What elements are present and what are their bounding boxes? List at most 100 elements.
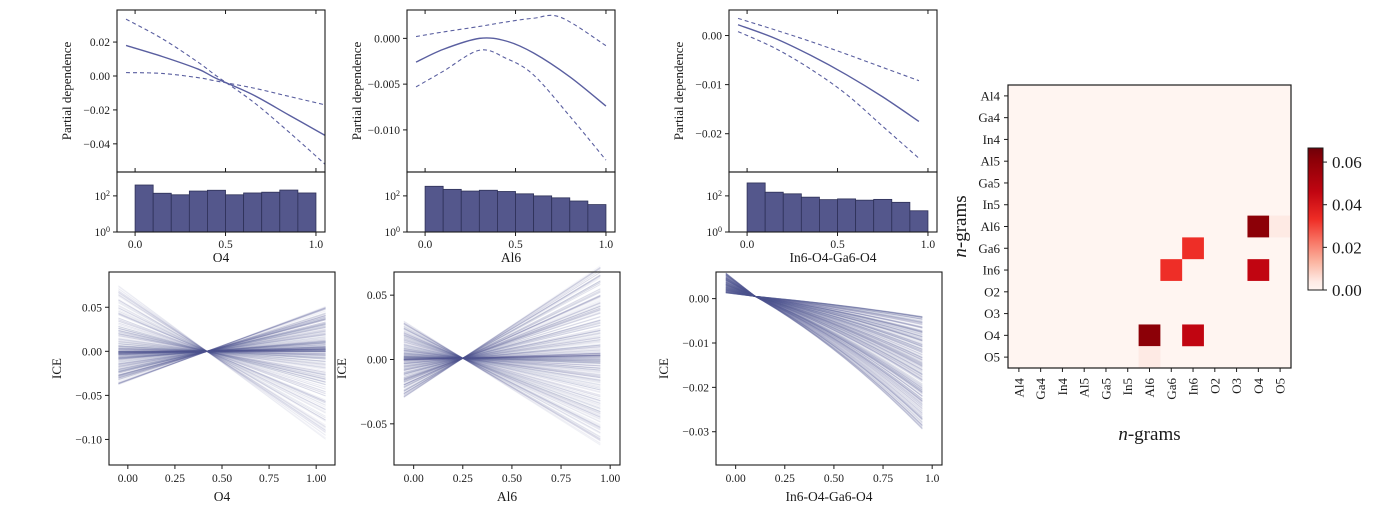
ice-line	[725, 276, 923, 406]
ice-line	[725, 276, 923, 410]
ice-line	[403, 312, 601, 379]
x-tick-label: 0.0	[740, 239, 755, 251]
ice-line	[118, 348, 326, 356]
ice-line	[725, 286, 923, 353]
ice-line	[118, 322, 326, 374]
ice-line	[118, 348, 326, 354]
ice-line	[118, 348, 326, 354]
pdp-spines	[116, 9, 326, 173]
ice-line	[725, 292, 923, 318]
ice-line	[403, 333, 601, 415]
ice-line	[403, 352, 601, 371]
ice-line	[118, 345, 326, 359]
ice-line	[403, 336, 601, 409]
heatmap-cell	[1138, 324, 1161, 347]
ice-line	[403, 340, 601, 367]
ice-line	[403, 320, 601, 375]
x-tick-label: 0.5	[508, 239, 523, 251]
ice-line	[403, 352, 601, 361]
ice-line	[725, 289, 923, 331]
x-tick-label: 0.75	[259, 473, 279, 485]
ice-line	[118, 330, 326, 380]
ice-line	[403, 320, 601, 446]
ice-line	[118, 348, 326, 355]
ice-line	[403, 356, 601, 360]
ice-line	[403, 330, 601, 371]
ice-line	[403, 325, 601, 434]
ice-line	[403, 349, 601, 363]
ice-line	[403, 351, 601, 374]
ice-line	[118, 333, 326, 365]
ice-line	[725, 277, 923, 402]
ice-line	[403, 356, 601, 360]
ice-line	[118, 342, 326, 359]
ice-line	[725, 284, 923, 361]
ice-line	[118, 350, 326, 353]
ice-line	[403, 352, 601, 361]
ice-line	[725, 291, 923, 324]
ice-line	[118, 290, 326, 433]
ice-line	[725, 283, 923, 367]
ice-line	[118, 320, 326, 393]
ice-line	[403, 344, 601, 391]
ice-line	[403, 349, 601, 379]
ice-line	[118, 322, 326, 390]
ice-line	[403, 355, 601, 360]
ice-line	[725, 288, 923, 338]
ice-line	[725, 288, 923, 338]
hist-bar	[152, 192, 172, 233]
ice-line	[403, 327, 601, 372]
ice-line	[725, 281, 923, 382]
ice-line	[403, 356, 601, 361]
ice-line	[725, 279, 923, 392]
ice-line	[118, 312, 326, 404]
ice-line	[118, 331, 326, 367]
ice-line	[725, 283, 923, 368]
ice-line	[403, 356, 601, 363]
ice-line	[403, 329, 601, 371]
col-label: In5	[1120, 378, 1135, 395]
ice-line	[118, 318, 326, 377]
ice-line	[118, 344, 326, 360]
ice-line	[118, 336, 326, 363]
ice-line	[725, 289, 923, 331]
col-label: O4	[1251, 378, 1266, 394]
x-axis-label: Al6	[497, 489, 518, 504]
ice-line	[118, 347, 326, 356]
ice-line	[118, 336, 326, 363]
pdp-ci-line	[415, 14, 607, 47]
ice-line	[403, 303, 601, 383]
ice-line	[725, 278, 923, 397]
ice-line	[403, 335, 601, 369]
ice-line	[118, 348, 326, 354]
ice-line	[118, 343, 326, 358]
ice-line	[725, 290, 923, 329]
y-tick-label: 0.05	[367, 290, 387, 302]
ice-line	[725, 284, 923, 361]
ice-line	[725, 281, 923, 381]
ice-panel-o4: ICE 0.05 0.00 −0.05 −0.10 0.00 0.25 0.50 0.75 1.0…	[49, 271, 336, 504]
ice-line	[403, 282, 601, 391]
ice-line	[403, 356, 601, 362]
ice-line	[403, 351, 601, 362]
ice-line	[725, 285, 923, 359]
ice-line	[725, 292, 923, 318]
ice-line	[725, 290, 923, 329]
ice-line	[118, 349, 326, 353]
ice-line	[118, 349, 326, 353]
ice-line	[118, 317, 326, 378]
ice-line	[725, 287, 923, 348]
ice-lines-group	[118, 285, 326, 440]
ice-line	[725, 284, 923, 364]
ice-line	[403, 312, 601, 378]
ice-line	[118, 343, 326, 358]
ice-line	[118, 339, 326, 361]
ice-line	[403, 346, 601, 364]
ice-line	[725, 291, 923, 323]
ice-line	[725, 292, 923, 318]
hist-bar	[837, 198, 857, 233]
ice-line	[725, 287, 923, 344]
ice-line	[725, 278, 923, 394]
ice-line	[403, 346, 601, 364]
hist-y-tick-label: 100	[707, 225, 723, 239]
